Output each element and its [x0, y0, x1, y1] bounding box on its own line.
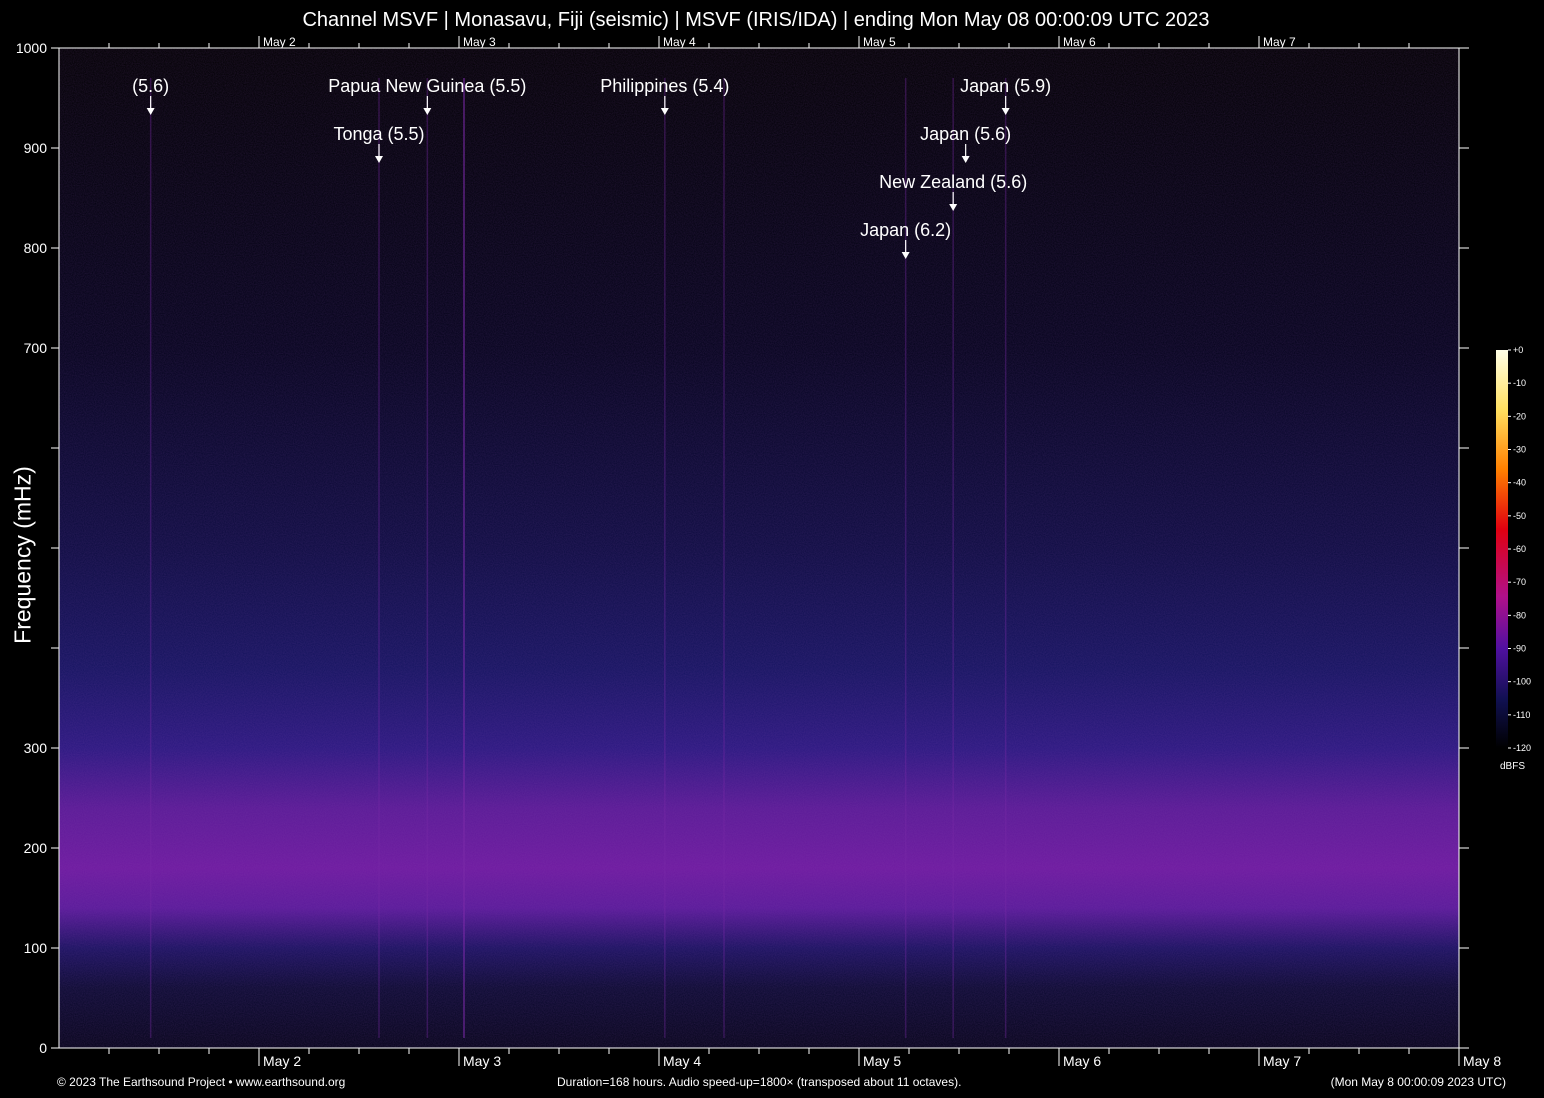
y-tick-label: 0	[39, 1040, 47, 1056]
event-label: Japan (6.2)	[860, 220, 951, 240]
y-axis-label: Frequency (mHz)	[9, 466, 36, 644]
event-arrow-head	[901, 252, 910, 259]
event-arrow-head	[949, 204, 958, 211]
y-tick-label: 100	[24, 940, 48, 956]
footer-duration: Duration=168 hours. Audio speed-up=1800×…	[557, 1075, 962, 1089]
colorbar-tick-label: +0	[1513, 345, 1523, 355]
event-arrow-head	[375, 156, 383, 163]
event-annotation: Japan (5.6)	[920, 124, 1011, 163]
event-annotation: Japan (5.9)	[960, 76, 1051, 115]
colorbar-tick-label: -50	[1513, 511, 1526, 521]
event-label: Japan (5.6)	[920, 124, 1011, 144]
event-annotation: Philippines (5.4)	[600, 76, 729, 115]
colorbar-tick-label: -110	[1513, 710, 1530, 720]
event-label: Philippines (5.4)	[600, 76, 729, 96]
x-tick-label: May 3	[463, 1053, 501, 1069]
colorbar	[1496, 350, 1508, 748]
colorbar-tick-label: -30	[1513, 445, 1526, 455]
event-arrow-head	[1001, 108, 1010, 115]
event-label: Papua New Guinea (5.5)	[328, 76, 526, 96]
x-tick-label: May 5	[863, 1053, 901, 1069]
event-arrow-head	[660, 108, 669, 115]
x-tick-label: May 2	[263, 1053, 301, 1069]
y-tick-label: 1000	[16, 40, 47, 56]
x-tick-label: May 4	[663, 1053, 701, 1069]
footer-timestamp: (Mon May 8 00:00:09 2023 UTC)	[1330, 1075, 1506, 1089]
x-end-label: May 8	[1463, 1053, 1501, 1069]
x-tick-top-label: May 6	[1063, 35, 1096, 49]
chart-title: Channel MSVF | Monasavu, Fiji (seismic) …	[302, 9, 1210, 31]
x-tick-top-label: May 4	[663, 35, 696, 49]
event-annotation: Tonga (5.5)	[333, 124, 425, 163]
colorbar-tick-label: -10	[1513, 378, 1526, 388]
x-tick-top-label: May 3	[463, 35, 496, 49]
colorbar-tick-label: -40	[1513, 478, 1526, 488]
footer-copyright: © 2023 The Earthsound Project • www.eart…	[57, 1075, 346, 1089]
event-arrow-head	[423, 108, 432, 115]
event-streaks	[149, 78, 1007, 1038]
colorbar-tick-label: -120	[1513, 743, 1531, 753]
colorbar-tick-label: -100	[1513, 677, 1531, 687]
spectrogram-noise	[59, 48, 1459, 1048]
colorbar-tick-label: -20	[1513, 411, 1526, 421]
y-tick-label: 800	[24, 240, 48, 256]
colorbar-tick-label: -70	[1513, 577, 1526, 587]
event-label: New Zealand (5.6)	[879, 172, 1027, 192]
x-tick-label: May 6	[1063, 1053, 1101, 1069]
y-axis: 0 100 200 300 700 800 900 1000	[16, 40, 1469, 1056]
event-arrow-head	[146, 108, 155, 115]
event-arrow-head	[961, 156, 970, 163]
event-label: (5.6)	[132, 76, 169, 96]
colorbar-unit: dBFS	[1500, 761, 1526, 772]
y-tick-label: 300	[24, 740, 48, 756]
x-axis: May 2 May 2 May 3 May 3 May 4 May 4 May 5 May 5…	[108, 35, 1501, 1069]
colorbar-tick-label: -80	[1513, 610, 1526, 620]
event-label: Tonga (5.5)	[333, 124, 424, 144]
x-tick-top-label: May 2	[263, 35, 296, 49]
event-annotation: Papua New Guinea (5.5)	[328, 76, 526, 115]
y-tick-label: 900	[24, 140, 48, 156]
colorbar-tick-label: -60	[1513, 544, 1526, 554]
x-tick-label: May 7	[1263, 1053, 1301, 1069]
y-tick-label: 200	[24, 840, 48, 856]
event-annotation: Japan (6.2)	[860, 220, 951, 259]
event-annotation: (5.6)	[132, 76, 169, 115]
y-tick-label: 700	[24, 340, 48, 356]
annotations: (5.6) Papua New Guinea (5.5) Tonga (5.5) Ph…	[132, 76, 1051, 259]
event-label: Japan (5.9)	[960, 76, 1051, 96]
colorbar-ticks: +0 -10 -20 -30 -40 -50 -60 -70 -80 -90 -100 -110 -12…	[1508, 345, 1531, 753]
colorbar-tick-label: -90	[1513, 644, 1526, 654]
x-tick-top-label: May 5	[863, 35, 896, 49]
event-annotation: New Zealand (5.6)	[879, 172, 1027, 211]
x-tick-top-label: May 7	[1263, 35, 1296, 49]
